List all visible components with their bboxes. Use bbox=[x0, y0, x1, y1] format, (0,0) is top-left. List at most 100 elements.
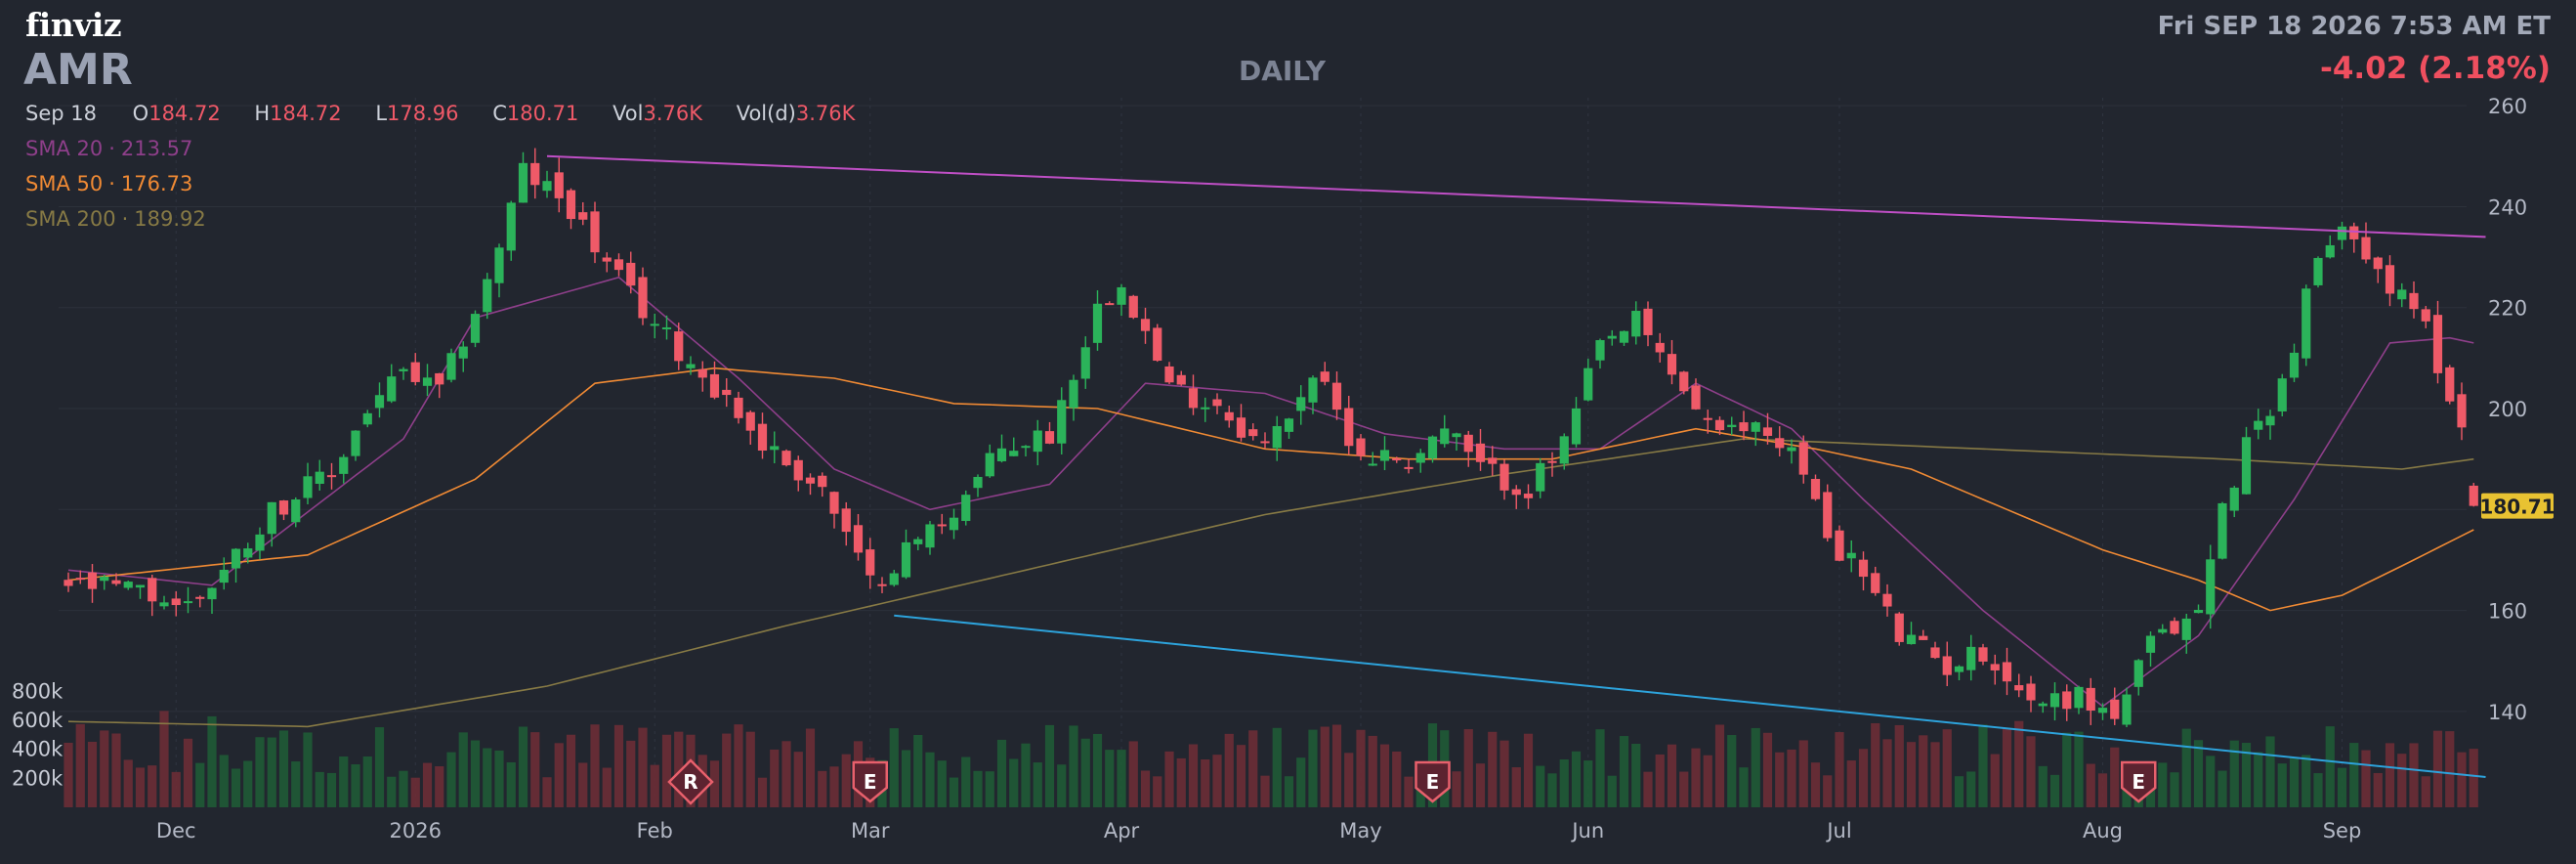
candle bbox=[1331, 382, 1342, 410]
candle bbox=[255, 534, 265, 551]
candle bbox=[387, 376, 397, 402]
sma200-line bbox=[67, 438, 2474, 728]
volume-bar bbox=[387, 776, 397, 807]
candle bbox=[1344, 408, 1354, 447]
volume-bar bbox=[278, 730, 289, 807]
candle bbox=[781, 451, 791, 466]
volume-bar bbox=[1021, 743, 1031, 807]
volume-bar bbox=[1835, 732, 1844, 807]
candle bbox=[818, 475, 827, 488]
candle bbox=[1703, 417, 1712, 420]
candle bbox=[650, 324, 659, 326]
candle bbox=[2361, 237, 2371, 260]
volume-bar bbox=[722, 733, 732, 807]
candle bbox=[530, 162, 540, 186]
price-axis-label: 160 bbox=[2488, 600, 2527, 624]
earnings-event-marker bbox=[852, 760, 888, 803]
candle bbox=[339, 456, 349, 474]
volume-bar bbox=[1092, 733, 1103, 807]
candle bbox=[853, 525, 864, 553]
price-axis-label: 140 bbox=[2488, 701, 2527, 724]
volume-bar bbox=[2409, 743, 2419, 807]
finviz-logo[interactable]: finviz bbox=[25, 6, 122, 44]
volume-bar bbox=[638, 727, 648, 807]
volume-bar bbox=[1368, 735, 1377, 807]
volume-value: 3.76K bbox=[643, 102, 703, 125]
volume-dollar-value: 3.76K bbox=[795, 102, 856, 125]
candle bbox=[1655, 342, 1665, 353]
sma200-legend[interactable]: SMA 200 · 189.92 bbox=[25, 207, 206, 231]
volume-bar bbox=[1224, 733, 1234, 807]
sma20-legend[interactable]: SMA 20 · 213.57 bbox=[25, 137, 192, 160]
candle bbox=[1679, 371, 1689, 392]
candle bbox=[1404, 466, 1414, 469]
volume-bar bbox=[889, 728, 899, 807]
candle bbox=[1990, 664, 2000, 670]
candle bbox=[2302, 288, 2311, 359]
x-axis-label: Jun bbox=[1570, 819, 1604, 842]
volume-bar bbox=[410, 777, 420, 807]
volume-bar bbox=[255, 737, 265, 807]
candle bbox=[1751, 422, 1760, 432]
volume-bar bbox=[1201, 758, 1210, 807]
volume-bar bbox=[1404, 776, 1414, 807]
candle bbox=[1523, 494, 1534, 498]
volume-bar bbox=[2469, 749, 2478, 807]
volume-bar bbox=[231, 768, 241, 807]
volume-bar bbox=[1105, 750, 1115, 807]
candle bbox=[1379, 450, 1390, 461]
candle bbox=[2457, 394, 2467, 428]
volume-bar bbox=[1691, 748, 1701, 807]
candle bbox=[410, 362, 420, 382]
volume-bar bbox=[1523, 733, 1534, 807]
volume-bar bbox=[1033, 762, 1042, 807]
volume-bar bbox=[2241, 743, 2252, 807]
volume-bar bbox=[793, 752, 803, 807]
candle bbox=[1691, 385, 1701, 410]
volume-bar bbox=[1272, 727, 1282, 807]
volume-bar bbox=[554, 743, 564, 807]
candle bbox=[231, 548, 241, 569]
volume-bar bbox=[709, 760, 720, 807]
volume-bar bbox=[1511, 767, 1521, 807]
volume-bar bbox=[1212, 755, 1222, 807]
volume-bar bbox=[422, 762, 433, 807]
volume-bar bbox=[458, 732, 468, 807]
volume-bar bbox=[1607, 775, 1617, 807]
volume-bar bbox=[171, 771, 181, 807]
candle bbox=[2014, 685, 2024, 691]
candle bbox=[494, 247, 504, 283]
candle bbox=[734, 397, 743, 418]
sma50-line bbox=[67, 367, 2474, 612]
support-trendline bbox=[894, 614, 2486, 778]
volume-bar bbox=[1044, 724, 1055, 807]
volume-bar bbox=[2110, 747, 2120, 807]
candle bbox=[1882, 593, 1892, 607]
volume-bar bbox=[1787, 749, 1796, 807]
candle bbox=[1571, 408, 1582, 445]
volume-bar bbox=[805, 728, 816, 807]
candle bbox=[374, 395, 385, 409]
volume-bar bbox=[578, 762, 588, 807]
volume-bar bbox=[135, 767, 146, 807]
open-label: O bbox=[132, 102, 149, 125]
candle bbox=[2385, 265, 2395, 294]
volume-bar bbox=[770, 749, 780, 807]
volume-bar bbox=[2254, 752, 2263, 807]
candle bbox=[1787, 447, 1796, 452]
x-axis-label: Sep bbox=[2323, 819, 2362, 842]
candle bbox=[913, 539, 923, 544]
volume-bar bbox=[1536, 765, 1545, 807]
low-label: L bbox=[375, 102, 388, 125]
volume-bar bbox=[1009, 758, 1019, 807]
volume-bar bbox=[1128, 741, 1138, 807]
candle bbox=[1092, 303, 1103, 343]
sma20-label: SMA 20 bbox=[25, 137, 104, 160]
sma50-legend[interactable]: SMA 50 · 176.73 bbox=[25, 172, 192, 195]
volume-bar bbox=[901, 750, 911, 807]
candle bbox=[1212, 399, 1222, 407]
candle bbox=[1153, 327, 1162, 362]
candle bbox=[1906, 634, 1917, 645]
candle bbox=[1452, 433, 1461, 438]
